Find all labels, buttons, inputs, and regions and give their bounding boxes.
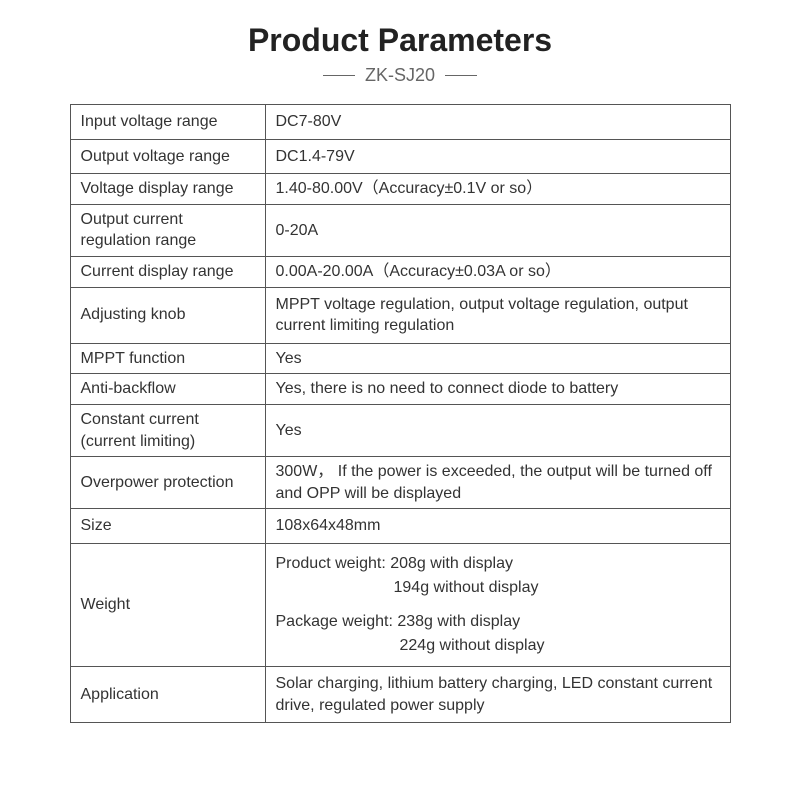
parameters-table: Input voltage range DC7-80V Output volta…	[70, 104, 731, 723]
table-row: Output current regulation range 0-20A	[70, 204, 730, 256]
table-row: Anti-backflow Yes, there is no need to c…	[70, 374, 730, 405]
param-label: Input voltage range	[70, 105, 265, 140]
param-label: Anti-backflow	[70, 374, 265, 405]
param-label: Output voltage range	[70, 139, 265, 174]
table-row: MPPT function Yes	[70, 343, 730, 374]
param-value: Product weight: 208g with display 194g w…	[265, 543, 730, 666]
table-row: Current display range 0.00A-20.00A（Accur…	[70, 256, 730, 287]
weight-line: 194g without display	[276, 576, 539, 600]
param-value: Yes	[265, 404, 730, 456]
param-value: DC1.4-79V	[265, 139, 730, 174]
table-row: Size 108x64x48mm	[70, 509, 730, 544]
param-value: Solar charging, lithium battery charging…	[265, 666, 730, 722]
param-value: 0-20A	[265, 204, 730, 256]
model-subtitle: ZK-SJ20	[323, 65, 477, 86]
table-row: Adjusting knob MPPT voltage regulation, …	[70, 287, 730, 343]
param-label: Adjusting knob	[70, 287, 265, 343]
weight-line: Package weight: 238g with display	[276, 613, 521, 630]
weight-line: Product weight: 208g with display	[276, 555, 513, 572]
table-row: Input voltage range DC7-80V	[70, 105, 730, 140]
param-label: MPPT function	[70, 343, 265, 374]
param-label: Constant current (current limiting)	[70, 404, 265, 456]
param-value: 0.00A-20.00A（Accuracy±0.03A or so）	[265, 256, 730, 287]
param-label: Overpower protection	[70, 457, 265, 509]
table-row: Overpower protection 300W， If the power …	[70, 457, 730, 509]
table-row: Constant current (current limiting) Yes	[70, 404, 730, 456]
table-row: Output voltage range DC1.4-79V	[70, 139, 730, 174]
param-label: Output current regulation range	[70, 204, 265, 256]
param-label: Weight	[70, 543, 265, 666]
param-value: DC7-80V	[265, 105, 730, 140]
param-label: Application	[70, 666, 265, 722]
table-row: Voltage display range 1.40-80.00V（Accura…	[70, 174, 730, 205]
table-row: Weight Product weight: 208g with display…	[70, 543, 730, 666]
param-value: Yes	[265, 343, 730, 374]
param-label: Size	[70, 509, 265, 544]
table-row: Application Solar charging, lithium batt…	[70, 666, 730, 722]
page-title: Product Parameters	[248, 22, 552, 59]
param-value: Yes, there is no need to connect diode t…	[265, 374, 730, 405]
param-label: Current display range	[70, 256, 265, 287]
weight-blank-line	[276, 600, 720, 610]
param-value: 300W， If the power is exceeded, the outp…	[265, 457, 730, 509]
param-value: 1.40-80.00V（Accuracy±0.1V or so）	[265, 174, 730, 205]
param-value: MPPT voltage regulation, output voltage …	[265, 287, 730, 343]
param-label: Voltage display range	[70, 174, 265, 205]
param-value: 108x64x48mm	[265, 509, 730, 544]
weight-line: 224g without display	[276, 634, 545, 658]
